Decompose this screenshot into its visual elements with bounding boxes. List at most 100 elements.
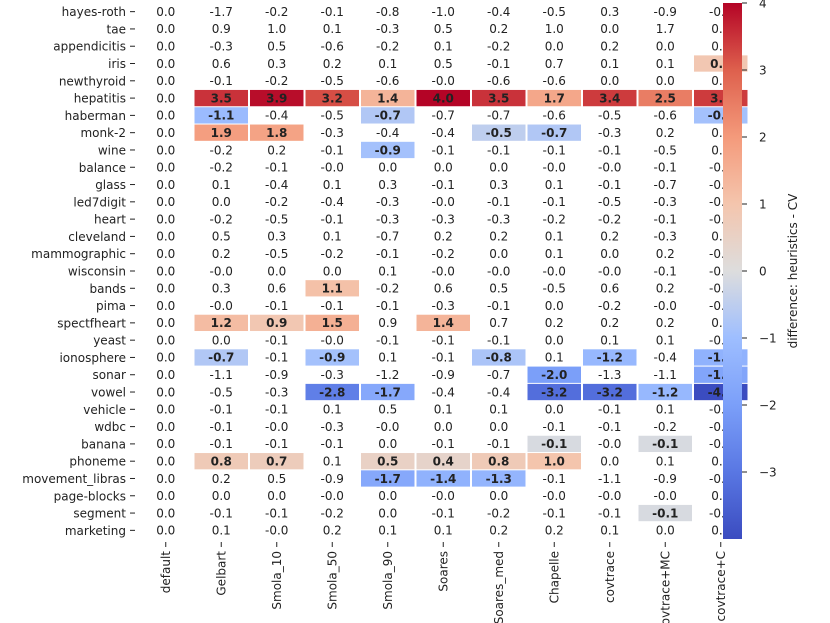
cell-value: 0.6 [212, 57, 231, 71]
cell-value: 0.3 [212, 282, 231, 296]
cell-value: 0.0 [434, 161, 453, 175]
heatmap-cell [361, 89, 415, 107]
cell-value: 0.0 [378, 506, 397, 520]
cell-value: -0.3 [321, 420, 344, 434]
cell-value: 0.9 [212, 22, 231, 36]
cell-value: -0.4 [432, 385, 455, 399]
cell-value: -0.2 [543, 212, 566, 226]
cell-value: -0.1 [265, 351, 288, 365]
cell-value: 0.1 [489, 403, 508, 417]
cell-value: 3.5 [211, 91, 232, 105]
cell-value: 0.2 [656, 282, 675, 296]
cell-value: 0.0 [656, 524, 675, 538]
heatmap-cell [194, 314, 248, 332]
cell-value: -0.8 [376, 5, 399, 19]
cell-value: -0.1 [321, 5, 344, 19]
row-label-vowel: vowel [91, 386, 126, 400]
cell-value: -0.4 [487, 385, 510, 399]
cell-value: -0.2 [654, 420, 677, 434]
cell-value: -0.2 [376, 40, 399, 54]
cell-value: -1.2 [376, 368, 399, 382]
cell-value: -0.2 [487, 506, 510, 520]
cell-value: 3.9 [266, 91, 287, 105]
cell-value: -0.1 [265, 506, 288, 520]
row-label-mammographic: mammographic [31, 247, 126, 261]
cell-value: 0.2 [545, 316, 564, 330]
cell-value: 0.5 [377, 454, 398, 468]
row-label-haberman: haberman [65, 109, 126, 123]
cell-value: 0.7 [545, 57, 564, 71]
cell-value: -0.1 [487, 143, 510, 157]
cell-value: -0.1 [487, 195, 510, 209]
cell-value: -0.7 [208, 351, 234, 365]
heatmap-cell [472, 453, 526, 470]
column-label-Smola_10: Smola_10 [270, 551, 284, 610]
row-label-iris: iris [108, 57, 126, 71]
cell-value: 0.2 [489, 22, 508, 36]
cell-value: 0.0 [267, 489, 286, 503]
cell-value: -1.7 [375, 385, 401, 399]
cell-value: -0.2 [376, 282, 399, 296]
cell-value: -0.3 [265, 385, 288, 399]
cell-value: 0.8 [488, 454, 509, 468]
cell-value: -0.1 [654, 212, 677, 226]
cell-value: -1.2 [652, 385, 678, 399]
heatmap-cell [527, 435, 581, 453]
cell-value: -0.1 [543, 506, 566, 520]
heatmap-cell [250, 314, 304, 332]
cell-value: 0.2 [323, 524, 342, 538]
cell-value: -0.0 [432, 264, 455, 278]
row-label-wdbc: wdbc [94, 420, 126, 434]
cell-value: 0.5 [434, 22, 453, 36]
cell-value: 4.0 [433, 91, 454, 105]
cell-value: -0.3 [376, 195, 399, 209]
cell-value: -0.9 [432, 368, 455, 382]
cell-value: -0.9 [265, 368, 288, 382]
cell-value: -0.3 [376, 212, 399, 226]
cell-value: 0.4 [433, 454, 454, 468]
cell-value: 0.0 [212, 195, 231, 209]
heatmap-cell [472, 470, 526, 487]
heatmap-cell [250, 124, 304, 141]
cell-value: 1.2 [211, 316, 232, 330]
cell-value: -0.0 [321, 489, 344, 503]
cell-value: -0.1 [321, 437, 344, 451]
cell-value: 0.3 [378, 178, 397, 192]
cell-value: -0.1 [210, 437, 233, 451]
cell-value: 0.1 [434, 40, 453, 54]
column-label-default: default [159, 551, 173, 594]
cell-value: 0.1 [434, 524, 453, 538]
cell-value: -0.0 [543, 264, 566, 278]
heatmap-cells: 0.0 -1.7 -0.2 -0.1 -0.8 -1.0 -0.4 -0.5 0.3 -0.9 -0… [156, 5, 748, 538]
cell-value: -0.2 [598, 299, 621, 313]
cell-value: 0.0 [156, 264, 175, 278]
cell-value: 0.0 [156, 351, 175, 365]
cell-value: -0.0 [376, 420, 399, 434]
cell-value: -0.0 [598, 437, 621, 451]
cell-value: -0.6 [376, 74, 399, 88]
cell-value: -0.2 [210, 161, 233, 175]
cell-value: -0.8 [486, 351, 512, 365]
row-label-marketing: marketing [65, 524, 126, 538]
cell-value: 0.1 [378, 57, 397, 71]
cell-value: -0.1 [210, 506, 233, 520]
column-label-Chapelle: Chapelle [547, 551, 561, 603]
cell-value: -0.4 [654, 351, 677, 365]
cell-value: -0.0 [321, 161, 344, 175]
cell-value: -0.1 [376, 333, 399, 347]
cell-value: 0.0 [156, 126, 175, 140]
cell-value: 0.6 [600, 282, 619, 296]
heatmap-cell [472, 124, 526, 141]
cell-value: -3.2 [597, 385, 623, 399]
cell-value: 0.3 [267, 230, 286, 244]
row-label-glass: glass [95, 178, 126, 192]
cell-value: 0.0 [600, 74, 619, 88]
colorbar-tick-label: −1 [759, 332, 777, 346]
colorbar-tick-label: 4 [759, 0, 767, 11]
row-label-movement_libras: movement_libras [22, 472, 126, 486]
cell-value: -0.1 [654, 264, 677, 278]
cell-value: 0.0 [489, 161, 508, 175]
cell-value: 0.1 [378, 264, 397, 278]
heatmap-cell [361, 107, 415, 124]
cell-value: -0.1 [487, 333, 510, 347]
